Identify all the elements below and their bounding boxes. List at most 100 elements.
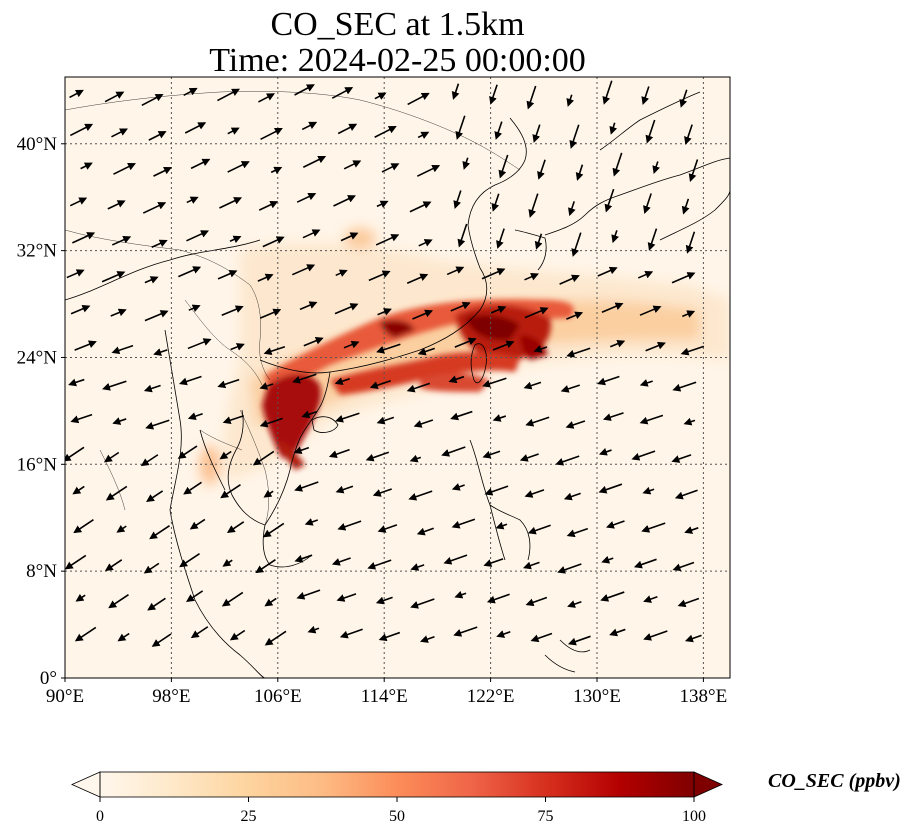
wind-arrow [606,520,625,529]
wind-arrow [183,87,198,97]
wind-arrow [677,597,700,608]
wind-arrow [110,308,127,317]
wind-arrow [450,301,471,312]
wind-arrow [639,305,662,316]
wind-arrow [525,416,550,427]
map-frame [64,76,731,679]
wind-arrow [652,161,660,174]
wind-arrow [189,518,206,530]
wind-arrow [107,200,126,210]
wind-arrow [221,591,244,607]
wind-arrow [374,92,387,100]
wind-arrow [413,419,434,428]
wind-arrow [66,269,85,279]
wind-arrow [671,454,692,463]
lon-label: 106°E [254,686,302,707]
wind-arrow [378,631,401,642]
wind-arrow [230,343,245,351]
wind-arrow [334,377,350,386]
wind-arrow [451,518,476,529]
wind-arrow [262,522,285,538]
wind-arrow [601,302,624,313]
wind-arrow [222,558,233,567]
wind-arrow [65,554,87,570]
wind-arrow [294,481,319,492]
wind-arrow [219,450,232,460]
wind-arrow [262,236,285,248]
colorbar-extend-high [693,771,723,798]
wind-arrow [381,163,400,173]
wind-arrow [571,232,582,257]
wind-arrow [367,559,392,570]
wind-arrow [70,413,93,424]
wind-arrow [600,591,625,602]
wind-arrow [258,200,279,211]
wind-arrow [74,340,97,351]
wind-arrow [144,310,169,322]
wind-arrow [683,417,696,426]
wind-arrow [494,121,503,140]
wind-arrow [184,122,207,134]
wind-arrow [105,485,128,501]
wind-arrow [186,590,204,602]
wind-arrow [453,626,478,637]
wind-arrow [612,152,623,177]
wind-arrow [406,382,431,393]
wind-arrow [102,380,127,391]
wind-arrow [333,195,356,207]
wind-arrow [639,414,664,425]
wind-arrow [372,488,392,497]
colorbar-tick-label: 75 [538,808,554,825]
wind-arrow [641,522,666,533]
wind-arrow [270,166,283,175]
wind-arrow [263,489,274,498]
wind-arrow [335,269,348,277]
wind-arrow [255,559,276,574]
wind-arrow [684,526,699,534]
wind-arrow [685,231,696,254]
wind-arrow [448,375,465,384]
wind-arrow [601,555,614,564]
wind-arrow [641,86,650,105]
wind-arrow [611,230,619,244]
wind-arrow [567,635,591,646]
wind-arrow [343,340,360,349]
wind-arrow [227,161,250,173]
wind-arrow [684,634,702,643]
wind-arrow [307,625,320,634]
longitude-labels: 90°E 98°E 106°E 114°E 122°E 130°E 138°E [46,678,727,707]
colorbar-label: CO_SEC (ppbv) [768,770,901,792]
wind-arrow [555,455,580,466]
wind-arrow [496,630,511,638]
wind-arrow [566,347,591,358]
wind-arrow [217,269,238,280]
wind-arrow [410,598,435,609]
wind-arrow [409,201,432,213]
wind-vectors [65,80,705,647]
wind-arrow [563,492,581,501]
wind-arrow [302,229,321,239]
wind-arrow [566,94,575,107]
wind-arrow [258,93,275,103]
wind-arrow [183,481,202,495]
wind-arrow [647,228,658,251]
wind-arrow [217,88,240,102]
wind-arrow [221,305,244,317]
wind-arrow [597,375,620,386]
wind-arrow [645,341,666,352]
wind-arrow [643,193,652,214]
wind-arrow [498,154,509,179]
wind-arrow [294,554,313,563]
wind-arrow [481,268,506,280]
lon-label: 122°E [467,686,515,707]
wind-arrow [145,419,170,430]
wind-arrow [631,450,656,461]
wind-arrow [416,164,441,177]
wind-arrow [101,271,126,283]
lon-label: 98°E [152,686,190,707]
wind-arrow [376,200,389,208]
wind-arrow [74,626,97,642]
colorbar-tick-label: 25 [241,808,257,825]
wind-arrow [263,345,286,356]
wind-arrow [524,489,545,498]
